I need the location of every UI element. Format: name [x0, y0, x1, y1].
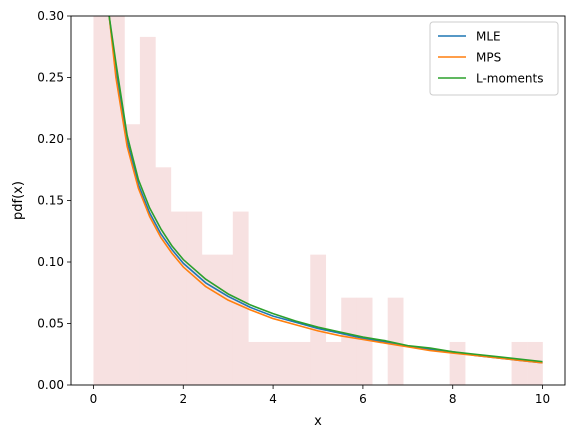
histogram-bar — [325, 341, 342, 385]
x-tick-label: 0 — [90, 392, 98, 406]
y-tick-label: 0.00 — [37, 378, 64, 392]
histogram-bar — [217, 254, 234, 385]
histogram-bar — [170, 211, 187, 385]
y-tick-label: 0.15 — [37, 194, 64, 208]
histogram-bar — [263, 341, 280, 385]
x-axis-label: x — [314, 414, 322, 429]
histogram-bar — [294, 341, 311, 385]
y-tick-label: 0.10 — [37, 255, 64, 269]
histogram-bar — [449, 341, 466, 385]
y-tick-label: 0.20 — [37, 132, 64, 146]
y-axis-label: pdf(x) — [11, 181, 26, 220]
legend-label: MLE — [476, 30, 501, 44]
legend-label: MPS — [476, 51, 501, 65]
histogram-bar — [341, 297, 358, 385]
histogram-bar — [201, 254, 218, 385]
x-tick-label: 10 — [535, 392, 550, 406]
histogram-bar — [155, 167, 172, 385]
y-tick-label: 0.25 — [37, 71, 64, 85]
y-tick-label: 0.30 — [37, 9, 64, 23]
y-axis-ticks: 0.00 0.05 0.10 0.15 0.20 0.25 0.30 — [37, 9, 71, 392]
series-line-l-moments — [108, 16, 543, 363]
y-tick-label: 0.05 — [37, 317, 64, 331]
histogram-bar — [93, 16, 110, 385]
legend-label: L-moments — [476, 72, 543, 86]
histogram-bar — [356, 297, 373, 385]
histogram-bar — [279, 341, 296, 385]
histogram-bar — [186, 211, 203, 385]
x-tick-label: 4 — [269, 392, 277, 406]
histogram-bar — [232, 211, 249, 385]
histogram-bar — [310, 254, 327, 385]
histogram-bar — [511, 341, 528, 385]
fitted-curves — [108, 16, 543, 364]
series-line-mps — [108, 16, 543, 364]
x-tick-label: 6 — [359, 392, 367, 406]
histogram-bar — [527, 341, 543, 385]
legend: MLE MPS L-moments — [429, 21, 559, 96]
histogram-bar — [387, 297, 404, 385]
x-tick-label: 2 — [179, 392, 187, 406]
x-axis-ticks: 0 2 4 6 8 10 — [90, 385, 550, 406]
legend-box — [429, 21, 559, 96]
x-tick-label: 8 — [449, 392, 457, 406]
histogram-bar — [124, 124, 141, 385]
histogram-bar — [248, 341, 265, 385]
